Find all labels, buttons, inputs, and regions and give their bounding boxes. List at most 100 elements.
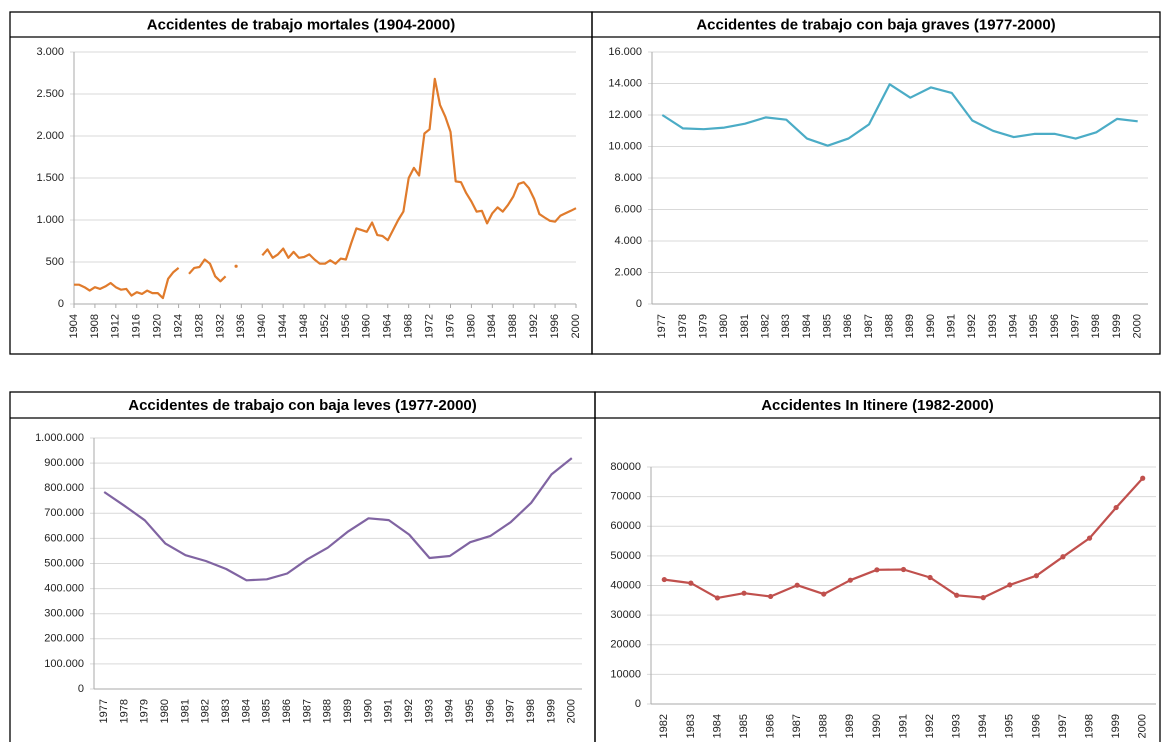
y-tick-label: 70000 (610, 491, 641, 503)
y-tick-label: 8.000 (614, 172, 642, 184)
x-tick-label: 1983 (685, 714, 697, 738)
x-tick-label: 1983 (220, 699, 232, 723)
x-tick-label: 1994 (444, 699, 456, 723)
x-tick-label: 1912 (110, 314, 122, 338)
data-marker (1060, 554, 1066, 560)
y-tick-label: 900.000 (44, 457, 84, 469)
x-tick-label: 1992 (924, 714, 936, 738)
x-tick-label: 1981 (739, 314, 751, 338)
x-tick-label: 1996 (1030, 714, 1042, 738)
x-tick-label: 1994 (1008, 314, 1020, 338)
x-tick-label: 1986 (842, 314, 854, 338)
x-tick-label: 1956 (340, 314, 352, 338)
line-point (234, 264, 238, 268)
x-tick-label: 1995 (1004, 714, 1016, 738)
y-tick-label: 500 (46, 256, 64, 268)
y-tick-label: 1.500 (36, 172, 64, 184)
data-marker (900, 566, 907, 573)
x-tick-label: 1992 (966, 314, 978, 338)
x-tick-label: 1991 (946, 314, 958, 338)
x-tick-label: 1987 (791, 714, 803, 738)
y-tick-label: 100.000 (44, 658, 84, 670)
x-tick-label: 1979 (698, 314, 710, 338)
data-marker (741, 590, 747, 596)
chart-title: Accidentes de trabajo con baja leves (19… (128, 397, 477, 414)
x-tick-label: 1979 (139, 699, 151, 723)
chart-panel: Accidentes de trabajo con baja graves (1… (591, 11, 1161, 355)
y-tick-label: 20000 (610, 639, 641, 651)
x-tick-label: 1985 (822, 314, 834, 338)
x-tick-label: 1990 (925, 314, 937, 338)
x-tick-label: 1976 (444, 314, 456, 338)
y-tick-label: 400.000 (44, 583, 84, 595)
x-tick-label: 1989 (844, 714, 856, 738)
x-tick-label: 1997 (1070, 314, 1082, 338)
x-tick-label: 1908 (89, 314, 101, 338)
data-line (188, 258, 227, 283)
x-tick-label: 1989 (342, 699, 354, 723)
panel-border (594, 391, 1161, 742)
y-tick-label: 800.000 (44, 482, 84, 494)
y-tick-label: 60000 (610, 520, 641, 532)
y-tick-label: 12.000 (608, 109, 642, 121)
y-tick-label: 3.000 (36, 46, 64, 58)
x-tick-label: 1990 (871, 714, 883, 738)
y-tick-label: 10.000 (608, 140, 642, 152)
y-tick-label: 0 (58, 298, 64, 310)
x-tick-label: 1977 (98, 699, 110, 723)
y-tick-label: 40000 (610, 579, 641, 591)
y-tick-label: 10000 (610, 668, 641, 680)
y-tick-label: 80000 (610, 461, 641, 473)
data-line (103, 457, 573, 582)
data-line (261, 77, 577, 265)
x-tick-label: 1948 (298, 314, 310, 338)
y-tick-label: 4.000 (614, 235, 642, 247)
x-tick-label: 1928 (193, 314, 205, 338)
x-tick-label: 1996 (484, 699, 496, 723)
chart-panel: Accidentes de trabajo mortales (1904-200… (9, 11, 593, 355)
x-tick-label: 1998 (1090, 314, 1102, 338)
y-tick-label: 1.000 (36, 214, 64, 226)
chart-panel: Accidentes de trabajo con baja leves (19… (9, 391, 596, 742)
x-tick-label: 1987 (863, 314, 875, 338)
x-tick-label: 1999 (1110, 714, 1122, 738)
y-tick-label: 2.500 (36, 88, 64, 100)
x-tick-label: 1983 (780, 314, 792, 338)
x-tick-label: 1984 (486, 314, 498, 338)
x-tick-label: 1982 (760, 314, 772, 338)
panel-border (591, 11, 1161, 355)
data-marker (1086, 535, 1093, 541)
chart-panel: Accidentes In Itinere (1982-2000) 0 10000 2… (594, 391, 1161, 742)
data-marker (794, 582, 800, 588)
x-tick-label: 1936 (235, 314, 247, 338)
x-tick-label: 1994 (977, 714, 989, 738)
data-marker (980, 595, 986, 601)
x-tick-label: 1988 (322, 699, 334, 723)
x-tick-label: 1920 (152, 314, 164, 338)
data-marker (954, 592, 960, 598)
chart-title: Accidentes de trabajo con baja graves (1… (696, 16, 1055, 33)
chart-title: Accidentes de trabajo mortales (1904-200… (147, 16, 455, 33)
x-tick-label: 1999 (1111, 314, 1123, 338)
x-tick-label: 1916 (131, 314, 143, 338)
chart-title: Accidentes In Itinere (1982-2000) (761, 397, 994, 414)
x-tick-label: 2000 (1132, 314, 1144, 338)
data-line (661, 83, 1138, 147)
y-tick-label: 300.000 (44, 608, 84, 620)
x-tick-label: 2000 (566, 699, 578, 723)
x-tick-label: 2000 (570, 314, 582, 338)
x-tick-label: 1998 (525, 699, 537, 723)
x-tick-label: 1996 (1049, 314, 1061, 338)
x-tick-label: 1995 (1028, 314, 1040, 338)
x-tick-label: 1982 (658, 714, 670, 738)
data-marker (847, 577, 853, 583)
y-tick-label: 600.000 (44, 532, 84, 544)
data-marker (927, 574, 933, 581)
y-tick-label: 2.000 (36, 130, 64, 142)
data-marker (821, 591, 827, 597)
x-tick-label: 1987 (301, 699, 313, 723)
data-marker (1140, 475, 1146, 481)
x-tick-label: 1990 (362, 699, 374, 723)
x-tick-label: 1996 (549, 314, 561, 338)
